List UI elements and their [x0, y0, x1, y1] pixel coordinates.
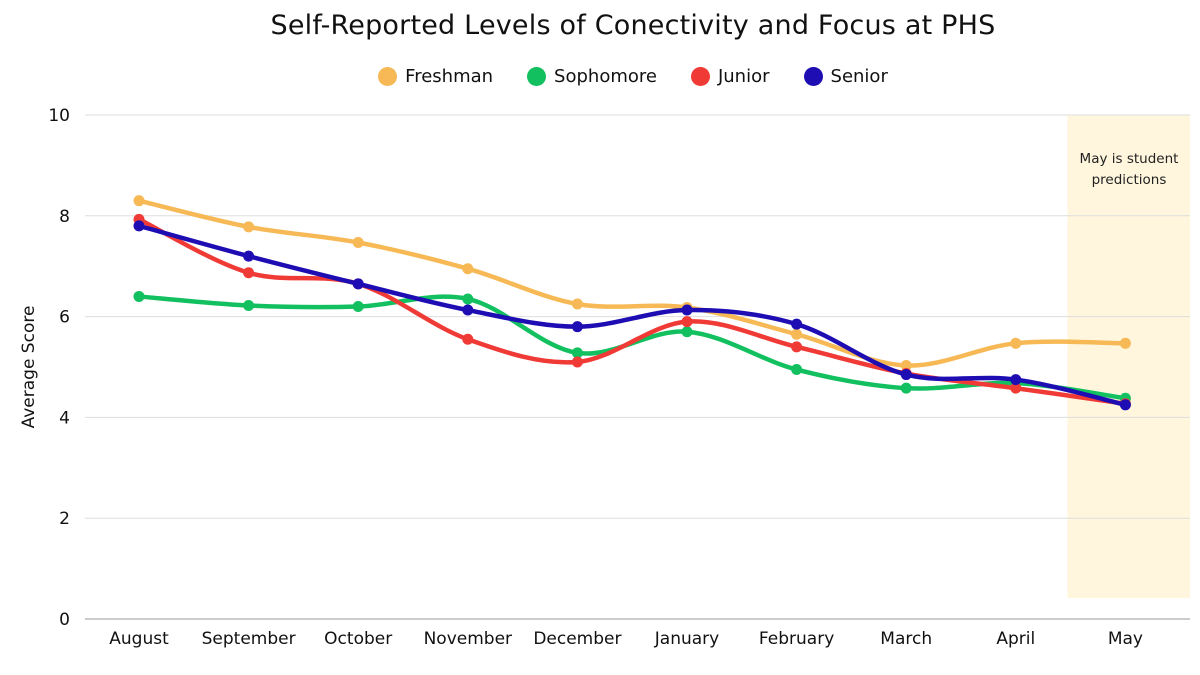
- data-point-freshman[interactable]: [571, 298, 583, 310]
- legend-item-sophomore[interactable]: Sophomore: [527, 66, 657, 87]
- data-point-sophomore[interactable]: [243, 300, 255, 312]
- series-line-freshman: [136, 198, 1128, 368]
- y-tick-label: 2: [59, 509, 70, 529]
- x-tick-label: February: [759, 629, 834, 649]
- data-point-senior[interactable]: [900, 369, 912, 381]
- gridlines: [85, 114, 1190, 620]
- data-point-sophomore[interactable]: [133, 290, 145, 302]
- data-point-junior[interactable]: [681, 316, 693, 328]
- x-tick-label: January: [654, 629, 719, 649]
- data-point-junior[interactable]: [571, 356, 583, 368]
- data-point-senior[interactable]: [1010, 374, 1022, 386]
- annotation-line-1: May is student: [1080, 151, 1179, 167]
- legend-swatch-junior: [690, 67, 710, 86]
- y-axis-ticks: 0 2 4 6 8 10: [48, 106, 70, 630]
- x-tick-label: November: [424, 629, 512, 649]
- legend-item-freshman[interactable]: Freshman: [378, 66, 493, 87]
- x-tick-label: April: [996, 629, 1035, 649]
- data-point-junior[interactable]: [1010, 382, 1022, 394]
- data-point-freshman[interactable]: [1119, 337, 1131, 349]
- y-tick-label: 8: [59, 207, 70, 227]
- annotation: May is student predictions: [1080, 151, 1179, 188]
- chart-title: Self-Reported Levels of Conectivity and …: [270, 10, 996, 41]
- x-axis-ticks: August September October November December Ja…: [109, 629, 1143, 649]
- data-point-freshman[interactable]: [352, 237, 364, 249]
- data-point-sophomore[interactable]: [571, 347, 583, 359]
- data-point-junior[interactable]: [243, 267, 255, 279]
- data-point-senior[interactable]: [133, 220, 145, 232]
- legend-label-freshman: Freshman: [405, 66, 494, 87]
- y-tick-label: 6: [59, 308, 70, 328]
- data-point-sophomore[interactable]: [352, 301, 364, 313]
- legend-item-senior[interactable]: Senior: [803, 66, 888, 87]
- data-point-freshman[interactable]: [791, 328, 803, 340]
- y-tick-label: 0: [59, 610, 70, 630]
- data-point-freshman[interactable]: [133, 195, 145, 207]
- legend-item-junior[interactable]: Junior: [690, 66, 770, 87]
- y-tick-label: 10: [48, 106, 70, 126]
- data-point-freshman[interactable]: [900, 359, 912, 371]
- y-axis-label: Average Score: [19, 306, 39, 429]
- data-point-junior[interactable]: [791, 341, 803, 353]
- y-tick-label: 4: [59, 408, 70, 428]
- series-senior: [133, 220, 1131, 411]
- data-point-senior[interactable]: [571, 321, 583, 333]
- prediction-highlight-band: [1067, 115, 1190, 598]
- x-tick-label: September: [202, 629, 296, 649]
- data-point-sophomore[interactable]: [462, 293, 474, 305]
- series-freshman: [133, 195, 1131, 371]
- legend-label-junior: Junior: [717, 66, 770, 87]
- x-tick-label: May: [1108, 629, 1143, 649]
- x-tick-label: December: [533, 629, 621, 649]
- x-tick-label: August: [109, 629, 169, 649]
- legend-label-senior: Senior: [830, 66, 888, 87]
- data-point-freshman[interactable]: [462, 263, 474, 275]
- data-point-senior[interactable]: [681, 304, 693, 316]
- data-point-senior[interactable]: [791, 318, 803, 330]
- legend: Freshman Sophomore Junior Senior: [0, 66, 1200, 87]
- series-line-senior: [136, 223, 1128, 408]
- data-point-senior[interactable]: [1119, 399, 1131, 411]
- legend-label-sophomore: Sophomore: [554, 66, 657, 87]
- data-point-sophomore[interactable]: [900, 382, 912, 394]
- data-point-freshman[interactable]: [1010, 337, 1022, 349]
- data-point-junior[interactable]: [462, 333, 474, 345]
- data-point-senior[interactable]: [462, 304, 474, 316]
- x-tick-label: March: [880, 629, 932, 649]
- data-point-senior[interactable]: [352, 278, 364, 290]
- data-point-senior[interactable]: [243, 250, 255, 262]
- data-point-sophomore[interactable]: [681, 326, 693, 338]
- series-lines: [133, 195, 1131, 411]
- legend-swatch-sophomore: [527, 67, 547, 86]
- data-point-sophomore[interactable]: [791, 364, 803, 376]
- prediction-highlight-layer: [1067, 115, 1190, 598]
- data-point-freshman[interactable]: [243, 221, 255, 233]
- x-tick-label: October: [324, 629, 392, 649]
- annotation-line-2: predictions: [1092, 172, 1167, 188]
- legend-swatch-senior: [803, 67, 823, 86]
- legend-swatch-freshman: [378, 67, 398, 86]
